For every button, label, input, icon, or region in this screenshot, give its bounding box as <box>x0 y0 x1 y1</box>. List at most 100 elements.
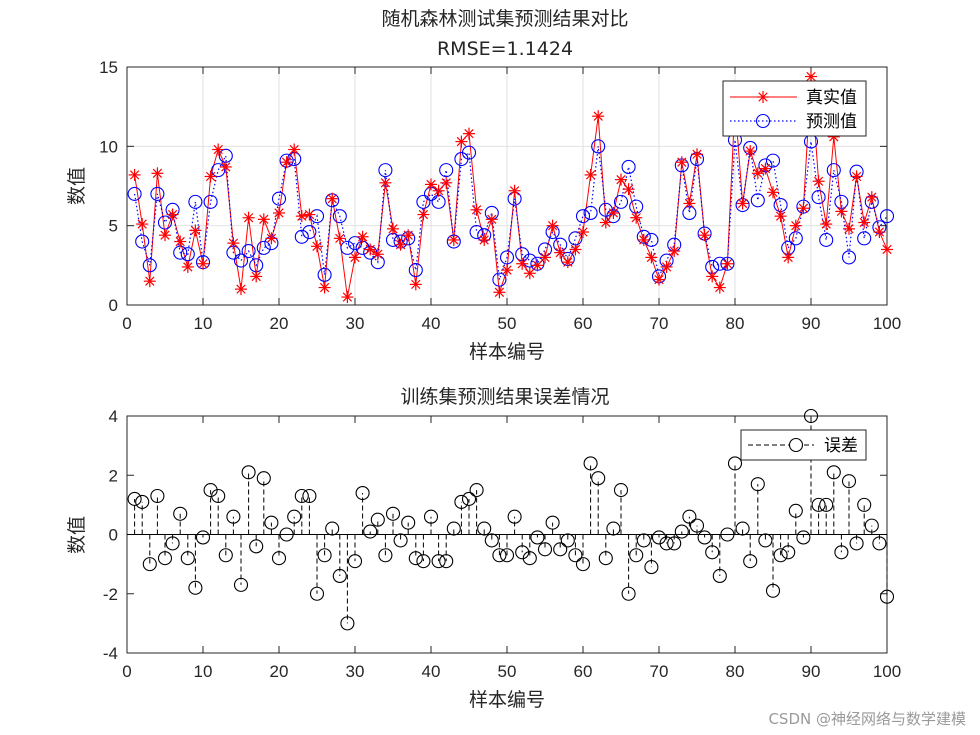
error-point <box>568 548 583 563</box>
actual-point <box>417 208 430 221</box>
error-point <box>575 557 591 572</box>
error-point <box>720 527 735 542</box>
actual-point <box>683 197 696 210</box>
error-point <box>553 542 568 557</box>
error-point <box>469 483 484 498</box>
actual-point <box>341 291 354 304</box>
actual-point <box>303 208 316 221</box>
error-point <box>347 554 363 569</box>
error-point <box>264 515 279 530</box>
error-point <box>849 536 864 551</box>
actual-point <box>835 205 848 218</box>
error-point <box>743 554 758 569</box>
chart1-legend-items <box>730 91 797 129</box>
predicted-point <box>378 163 393 178</box>
chart1-x-tick-label: 30 <box>346 314 365 333</box>
actual-point <box>447 233 460 246</box>
error-point <box>803 408 819 424</box>
error-point <box>644 560 659 575</box>
chart1-x-tick-label: 0 <box>122 314 131 333</box>
chart2-legend: 误差 <box>740 429 867 461</box>
error-point <box>834 545 849 560</box>
chart1-ticks: 0 10 20 30 40 50 60 70 80 90 100 0 5 10 15 <box>99 58 901 333</box>
actual-point <box>653 273 665 286</box>
legend-label-error: 误差 <box>824 436 858 456</box>
predicted-point <box>461 145 477 160</box>
chart1-x-tick-label: 20 <box>270 314 289 333</box>
predicted-point <box>841 250 857 265</box>
actual-point <box>645 251 658 264</box>
predicted-point <box>408 263 423 278</box>
error-point <box>233 577 249 592</box>
error-point <box>796 530 811 545</box>
error-point <box>826 465 841 480</box>
chart2-title: 训练集预测结果误差情况 <box>400 386 609 408</box>
actual-point <box>425 178 437 191</box>
actual-point <box>136 218 149 231</box>
error-point <box>507 509 522 524</box>
chart2-x-tick-label: 10 <box>194 662 213 681</box>
predicted-point <box>811 190 826 205</box>
actual-point <box>143 275 156 288</box>
actual-point <box>364 243 377 256</box>
actual-point <box>721 257 734 270</box>
actual-point <box>387 222 399 235</box>
error-point <box>271 551 287 566</box>
chart1-x-tick-label: 40 <box>422 314 441 333</box>
error-point <box>636 533 651 548</box>
error-point <box>180 551 195 566</box>
actual-point <box>470 203 483 216</box>
error-point <box>819 497 834 512</box>
predicted-point <box>271 191 287 206</box>
error-point <box>705 545 720 560</box>
error-point <box>682 509 697 524</box>
error-point <box>355 485 370 501</box>
chart1-series <box>127 70 895 304</box>
actual-point <box>227 237 240 250</box>
predicted-point <box>188 194 203 209</box>
predicted-point <box>857 231 872 246</box>
chart1-x-tick-label: 100 <box>873 314 901 333</box>
actual-point <box>736 197 749 210</box>
predicted-point <box>613 194 629 209</box>
actual-point <box>432 184 445 197</box>
actual-point <box>744 145 757 158</box>
error-point <box>530 530 545 545</box>
error-point <box>591 471 606 486</box>
predicted-point <box>583 205 598 221</box>
error-point <box>606 521 621 536</box>
predicted-point <box>575 209 591 224</box>
actual-point <box>881 243 893 256</box>
actual-point <box>561 256 574 269</box>
error-point <box>667 536 682 551</box>
error-point <box>872 536 887 551</box>
error-point <box>659 536 674 551</box>
chart2-ticks: 0 10 20 30 40 50 60 70 80 90 100 -4 -2 0 2 4 <box>103 407 901 681</box>
predicted-point <box>150 186 165 201</box>
error-point <box>629 548 644 563</box>
error-point <box>461 491 477 507</box>
error-point <box>325 521 340 536</box>
predicted-point <box>621 159 636 175</box>
chart2-x-tick-label: 80 <box>726 662 745 681</box>
actual-point <box>326 192 339 205</box>
error-point <box>537 542 553 557</box>
actual-point <box>797 202 810 215</box>
actual-point <box>212 143 225 156</box>
actual-point <box>265 232 278 245</box>
predicted-point <box>720 256 735 271</box>
actual-point <box>356 230 369 243</box>
error-point <box>127 491 142 507</box>
actual-point <box>288 143 301 156</box>
chart1-legend: 真实值 预测值 <box>722 80 867 137</box>
actual-point <box>865 191 878 204</box>
actual-point <box>501 264 513 277</box>
actual-point <box>379 176 392 189</box>
comparison-chart: 随机森林测试集预测结果对比 RMSE=1.1424 0 10 20 30 40 50 60 7… <box>66 8 901 363</box>
error-point <box>279 527 294 542</box>
error-point <box>773 548 788 563</box>
actual-point <box>577 226 589 239</box>
error-point <box>750 477 765 492</box>
actual-point <box>166 208 179 221</box>
legend-label-actual: 真实值 <box>806 88 857 108</box>
